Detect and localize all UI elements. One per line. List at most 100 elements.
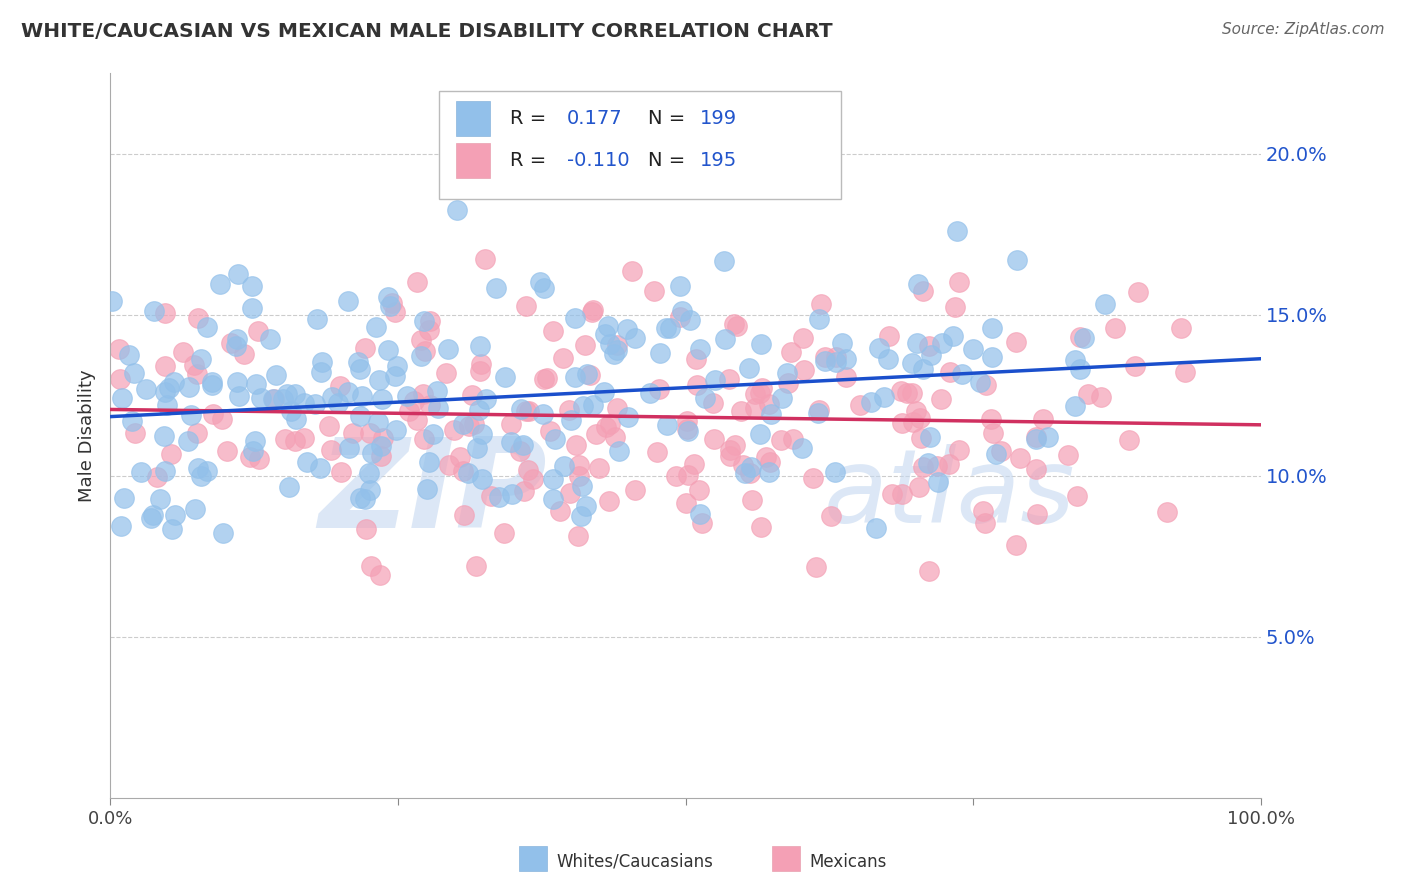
- Point: [219, 336, 242, 351]
- Point: [917, 456, 939, 470]
- Point: [905, 404, 928, 418]
- Point: [918, 339, 941, 353]
- Point: [807, 406, 830, 420]
- Point: [882, 487, 904, 501]
- Point: [770, 391, 793, 405]
- Point: [274, 432, 297, 446]
- Point: [406, 275, 429, 289]
- Point: [685, 351, 707, 366]
- Point: [416, 482, 439, 496]
- Point: [1077, 387, 1099, 401]
- Point: [671, 304, 693, 318]
- Point: [659, 320, 682, 334]
- Point: [463, 417, 485, 431]
- Point: [419, 398, 441, 412]
- Point: [1057, 448, 1080, 462]
- Point: [239, 450, 262, 464]
- Point: [359, 466, 381, 480]
- Point: [770, 433, 793, 447]
- Point: [385, 359, 408, 374]
- Point: [468, 339, 491, 353]
- Point: [135, 382, 157, 396]
- Point: [1073, 331, 1095, 345]
- Point: [693, 391, 716, 405]
- Point: [581, 305, 603, 319]
- Point: [243, 434, 266, 449]
- Point: [411, 349, 433, 363]
- Point: [337, 385, 360, 400]
- Point: [262, 392, 284, 407]
- Point: [202, 407, 225, 421]
- Point: [449, 450, 471, 464]
- Point: [718, 442, 741, 457]
- Point: [152, 428, 174, 442]
- Point: [395, 389, 418, 403]
- Point: [918, 565, 941, 579]
- Point: [465, 441, 488, 455]
- Point: [305, 312, 328, 326]
- Point: [948, 442, 970, 457]
- Point: [558, 486, 581, 500]
- Text: 199: 199: [700, 109, 737, 128]
- Point: [560, 413, 582, 427]
- Point: [499, 417, 522, 431]
- Point: [321, 390, 343, 404]
- Point: [228, 389, 250, 403]
- Point: [920, 348, 942, 362]
- Point: [807, 403, 830, 417]
- Point: [360, 559, 382, 574]
- Point: [643, 284, 665, 298]
- Point: [585, 427, 607, 442]
- Point: [101, 294, 124, 309]
- Point: [912, 284, 935, 298]
- Point: [689, 342, 711, 356]
- Point: [541, 324, 564, 338]
- Point: [910, 431, 932, 445]
- Point: [470, 426, 492, 441]
- Point: [733, 458, 755, 472]
- Point: [1010, 450, 1032, 465]
- Point: [962, 342, 984, 356]
- Point: [801, 470, 824, 484]
- Point: [153, 385, 176, 400]
- Point: [1090, 390, 1112, 404]
- Point: [911, 460, 934, 475]
- Text: atlas: atlas: [824, 443, 1076, 543]
- Point: [240, 301, 263, 316]
- Point: [980, 412, 1002, 426]
- Point: [368, 568, 391, 582]
- Point: [814, 354, 837, 368]
- Point: [603, 347, 626, 361]
- Text: Source: ZipAtlas.com: Source: ZipAtlas.com: [1222, 22, 1385, 37]
- Point: [304, 397, 326, 411]
- Point: [160, 522, 183, 536]
- Point: [918, 430, 941, 444]
- Y-axis label: Male Disability: Male Disability: [79, 369, 96, 502]
- Point: [371, 392, 394, 407]
- Point: [121, 414, 143, 428]
- Point: [1094, 296, 1116, 310]
- Point: [533, 372, 555, 386]
- Point: [509, 443, 531, 458]
- Point: [901, 386, 924, 401]
- Point: [825, 351, 848, 365]
- Point: [1066, 489, 1088, 503]
- Point: [359, 426, 381, 441]
- Point: [741, 492, 763, 507]
- Point: [110, 518, 132, 533]
- Point: [443, 423, 465, 437]
- Point: [277, 480, 299, 494]
- Point: [1038, 430, 1060, 444]
- Point: [676, 468, 699, 483]
- Point: [927, 475, 949, 490]
- Point: [142, 304, 165, 318]
- Point: [309, 365, 332, 379]
- Point: [690, 516, 713, 530]
- Point: [385, 423, 408, 437]
- Point: [724, 438, 747, 452]
- Point: [364, 319, 387, 334]
- Point: [544, 433, 567, 447]
- Point: [749, 336, 772, 351]
- Point: [946, 224, 969, 238]
- Point: [929, 392, 952, 406]
